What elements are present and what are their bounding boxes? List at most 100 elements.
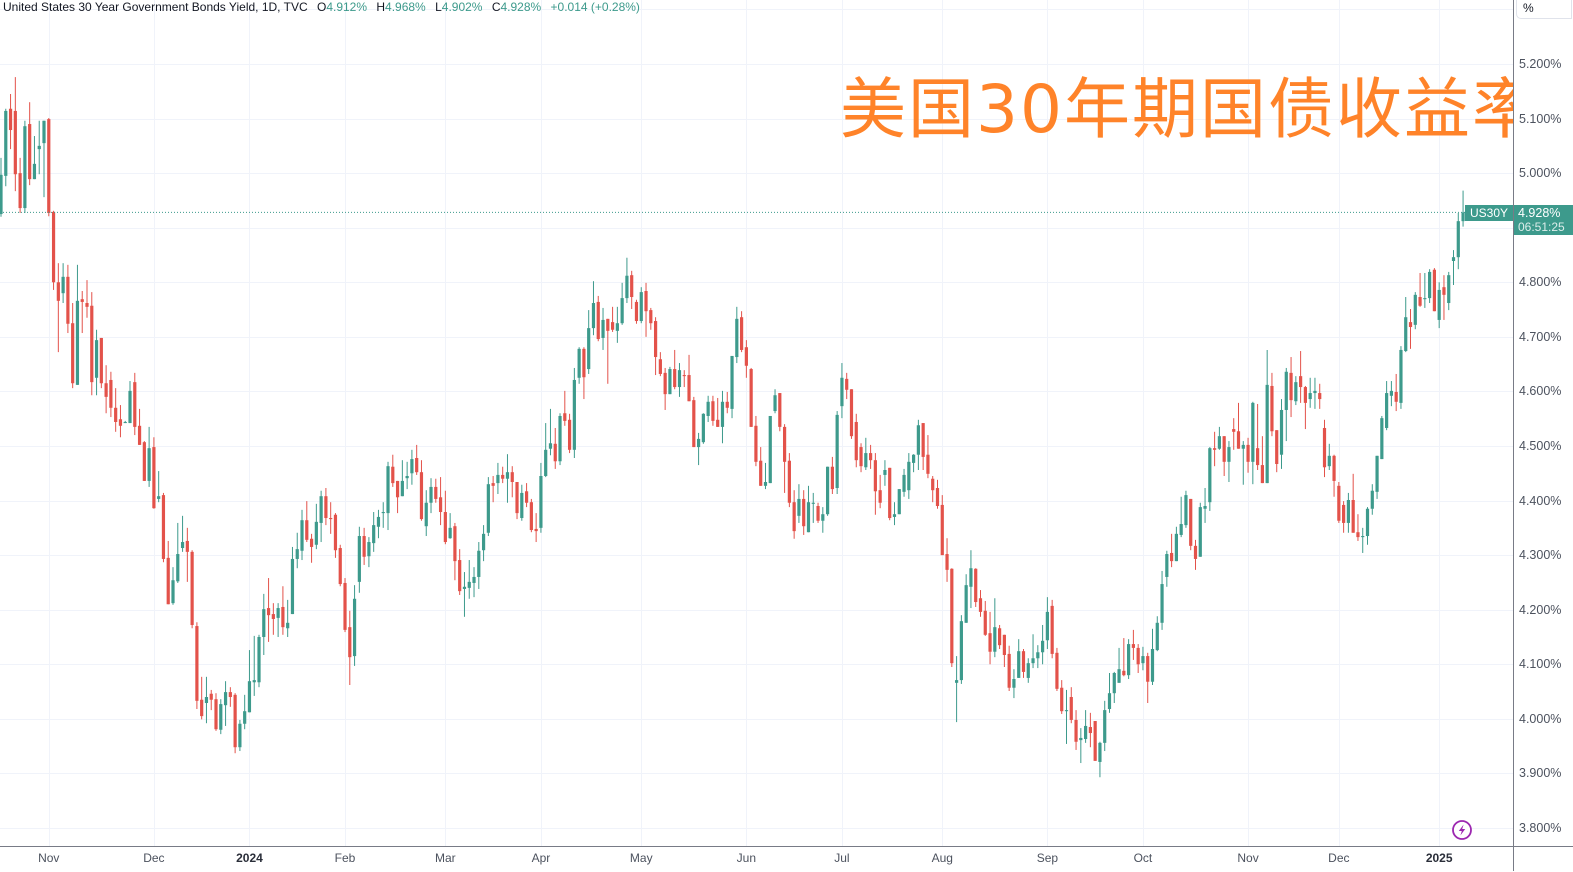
- candle: [505, 454, 510, 503]
- candle: [950, 568, 954, 667]
- candle: [916, 419, 920, 471]
- candle: [32, 136, 37, 180]
- candle: [907, 453, 911, 499]
- candle: [888, 467, 892, 521]
- candle: [620, 282, 624, 325]
- candle: [348, 610, 352, 686]
- candle: [133, 372, 137, 436]
- candle: [653, 317, 658, 376]
- candle: [935, 479, 940, 509]
- candle: [1394, 373, 1398, 412]
- candle: [481, 525, 486, 562]
- candle: [806, 485, 811, 533]
- candle: [931, 476, 935, 503]
- candle: [109, 371, 113, 418]
- last-price-value: 4.928%: [1518, 206, 1561, 220]
- candle: [1122, 638, 1126, 677]
- candle: [472, 567, 476, 598]
- candle: [739, 311, 744, 353]
- candle: [1408, 309, 1413, 349]
- time-tick-label: Dec: [143, 851, 165, 865]
- change-value: +0.014 (+0.28%): [550, 0, 640, 14]
- candle: [706, 395, 710, 422]
- candle: [94, 329, 99, 396]
- candle: [701, 413, 705, 444]
- candle: [1208, 447, 1212, 511]
- candle: [152, 437, 156, 509]
- candlestick-plot[interactable]: [0, 0, 1513, 846]
- candle: [1375, 455, 1379, 499]
- candle: [200, 676, 204, 720]
- candle: [1103, 700, 1107, 752]
- candle: [1045, 597, 1049, 649]
- candle: [1203, 488, 1207, 523]
- candle: [634, 299, 639, 324]
- time-tick-label: 2025: [1425, 851, 1453, 865]
- candle: [1074, 710, 1078, 750]
- candle: [376, 509, 381, 539]
- candle: [1179, 496, 1183, 538]
- candle: [214, 693, 218, 731]
- axis-divider: [1513, 846, 1514, 871]
- price-tick-label: 4.200%: [1519, 602, 1562, 617]
- candle: [195, 622, 199, 710]
- candle: [66, 264, 70, 334]
- candle: [1260, 436, 1264, 484]
- candle: [243, 694, 247, 730]
- candle: [314, 503, 318, 550]
- lightning-bolt-icon[interactable]: [1451, 819, 1473, 841]
- candle: [1385, 381, 1389, 431]
- candle: [974, 568, 978, 607]
- candle: [1270, 372, 1274, 437]
- candle: [1418, 273, 1422, 307]
- candle: [1198, 502, 1202, 557]
- candle: [1150, 628, 1155, 686]
- candle: [1117, 647, 1121, 683]
- candle: [921, 423, 925, 471]
- candle: [1026, 658, 1030, 683]
- candle: [238, 719, 242, 752]
- candle: [1437, 282, 1441, 329]
- candle: [591, 281, 596, 336]
- candle: [615, 306, 619, 343]
- candle: [716, 397, 720, 427]
- chart-canvas[interactable]: United States 30 Year Government Bonds Y…: [0, 0, 1513, 846]
- candle: [118, 405, 123, 438]
- candle: [1170, 533, 1174, 568]
- candle: [367, 537, 371, 568]
- candle: [630, 270, 634, 310]
- candle: [1232, 418, 1236, 450]
- high-label: H: [376, 0, 386, 14]
- low-label: L: [435, 0, 442, 14]
- candle: [1299, 351, 1303, 403]
- candle: [735, 306, 739, 364]
- candle: [1041, 624, 1045, 665]
- candle: [1399, 346, 1403, 409]
- last-price-label: 4.928% 06:51:25: [1514, 205, 1573, 235]
- candle: [462, 572, 467, 617]
- candle: [544, 423, 548, 478]
- candle: [257, 634, 261, 688]
- candle: [969, 550, 973, 609]
- high-value: 4.968%: [385, 0, 426, 14]
- candle: [644, 282, 648, 337]
- symbol-title[interactable]: United States 30 Year Government Bonds Y…: [3, 0, 308, 14]
- candle: [725, 391, 729, 414]
- time-axis[interactable]: Nov Dec 2024 Feb Mar Apr May Jun Jul Aug…: [0, 846, 1573, 872]
- candle: [104, 365, 108, 414]
- candle: [759, 447, 763, 486]
- symbol-price-tag: US30Y: [1465, 205, 1513, 221]
- candle: [405, 461, 409, 490]
- candle: [37, 120, 41, 175]
- close-value: 4.928%: [500, 0, 542, 14]
- candle: [190, 550, 194, 629]
- candle: [567, 413, 572, 454]
- candle: [902, 468, 906, 497]
- candle: [1093, 721, 1097, 761]
- price-axis[interactable]: 5.200% 5.100% 5.000% 4.800% 4.700% 4.600…: [1513, 0, 1573, 846]
- price-tick-label: 4.800%: [1519, 275, 1562, 290]
- candle: [1246, 437, 1250, 473]
- candle: [825, 466, 830, 516]
- percent-scale-button[interactable]: %: [1516, 0, 1572, 19]
- candle: [290, 546, 295, 615]
